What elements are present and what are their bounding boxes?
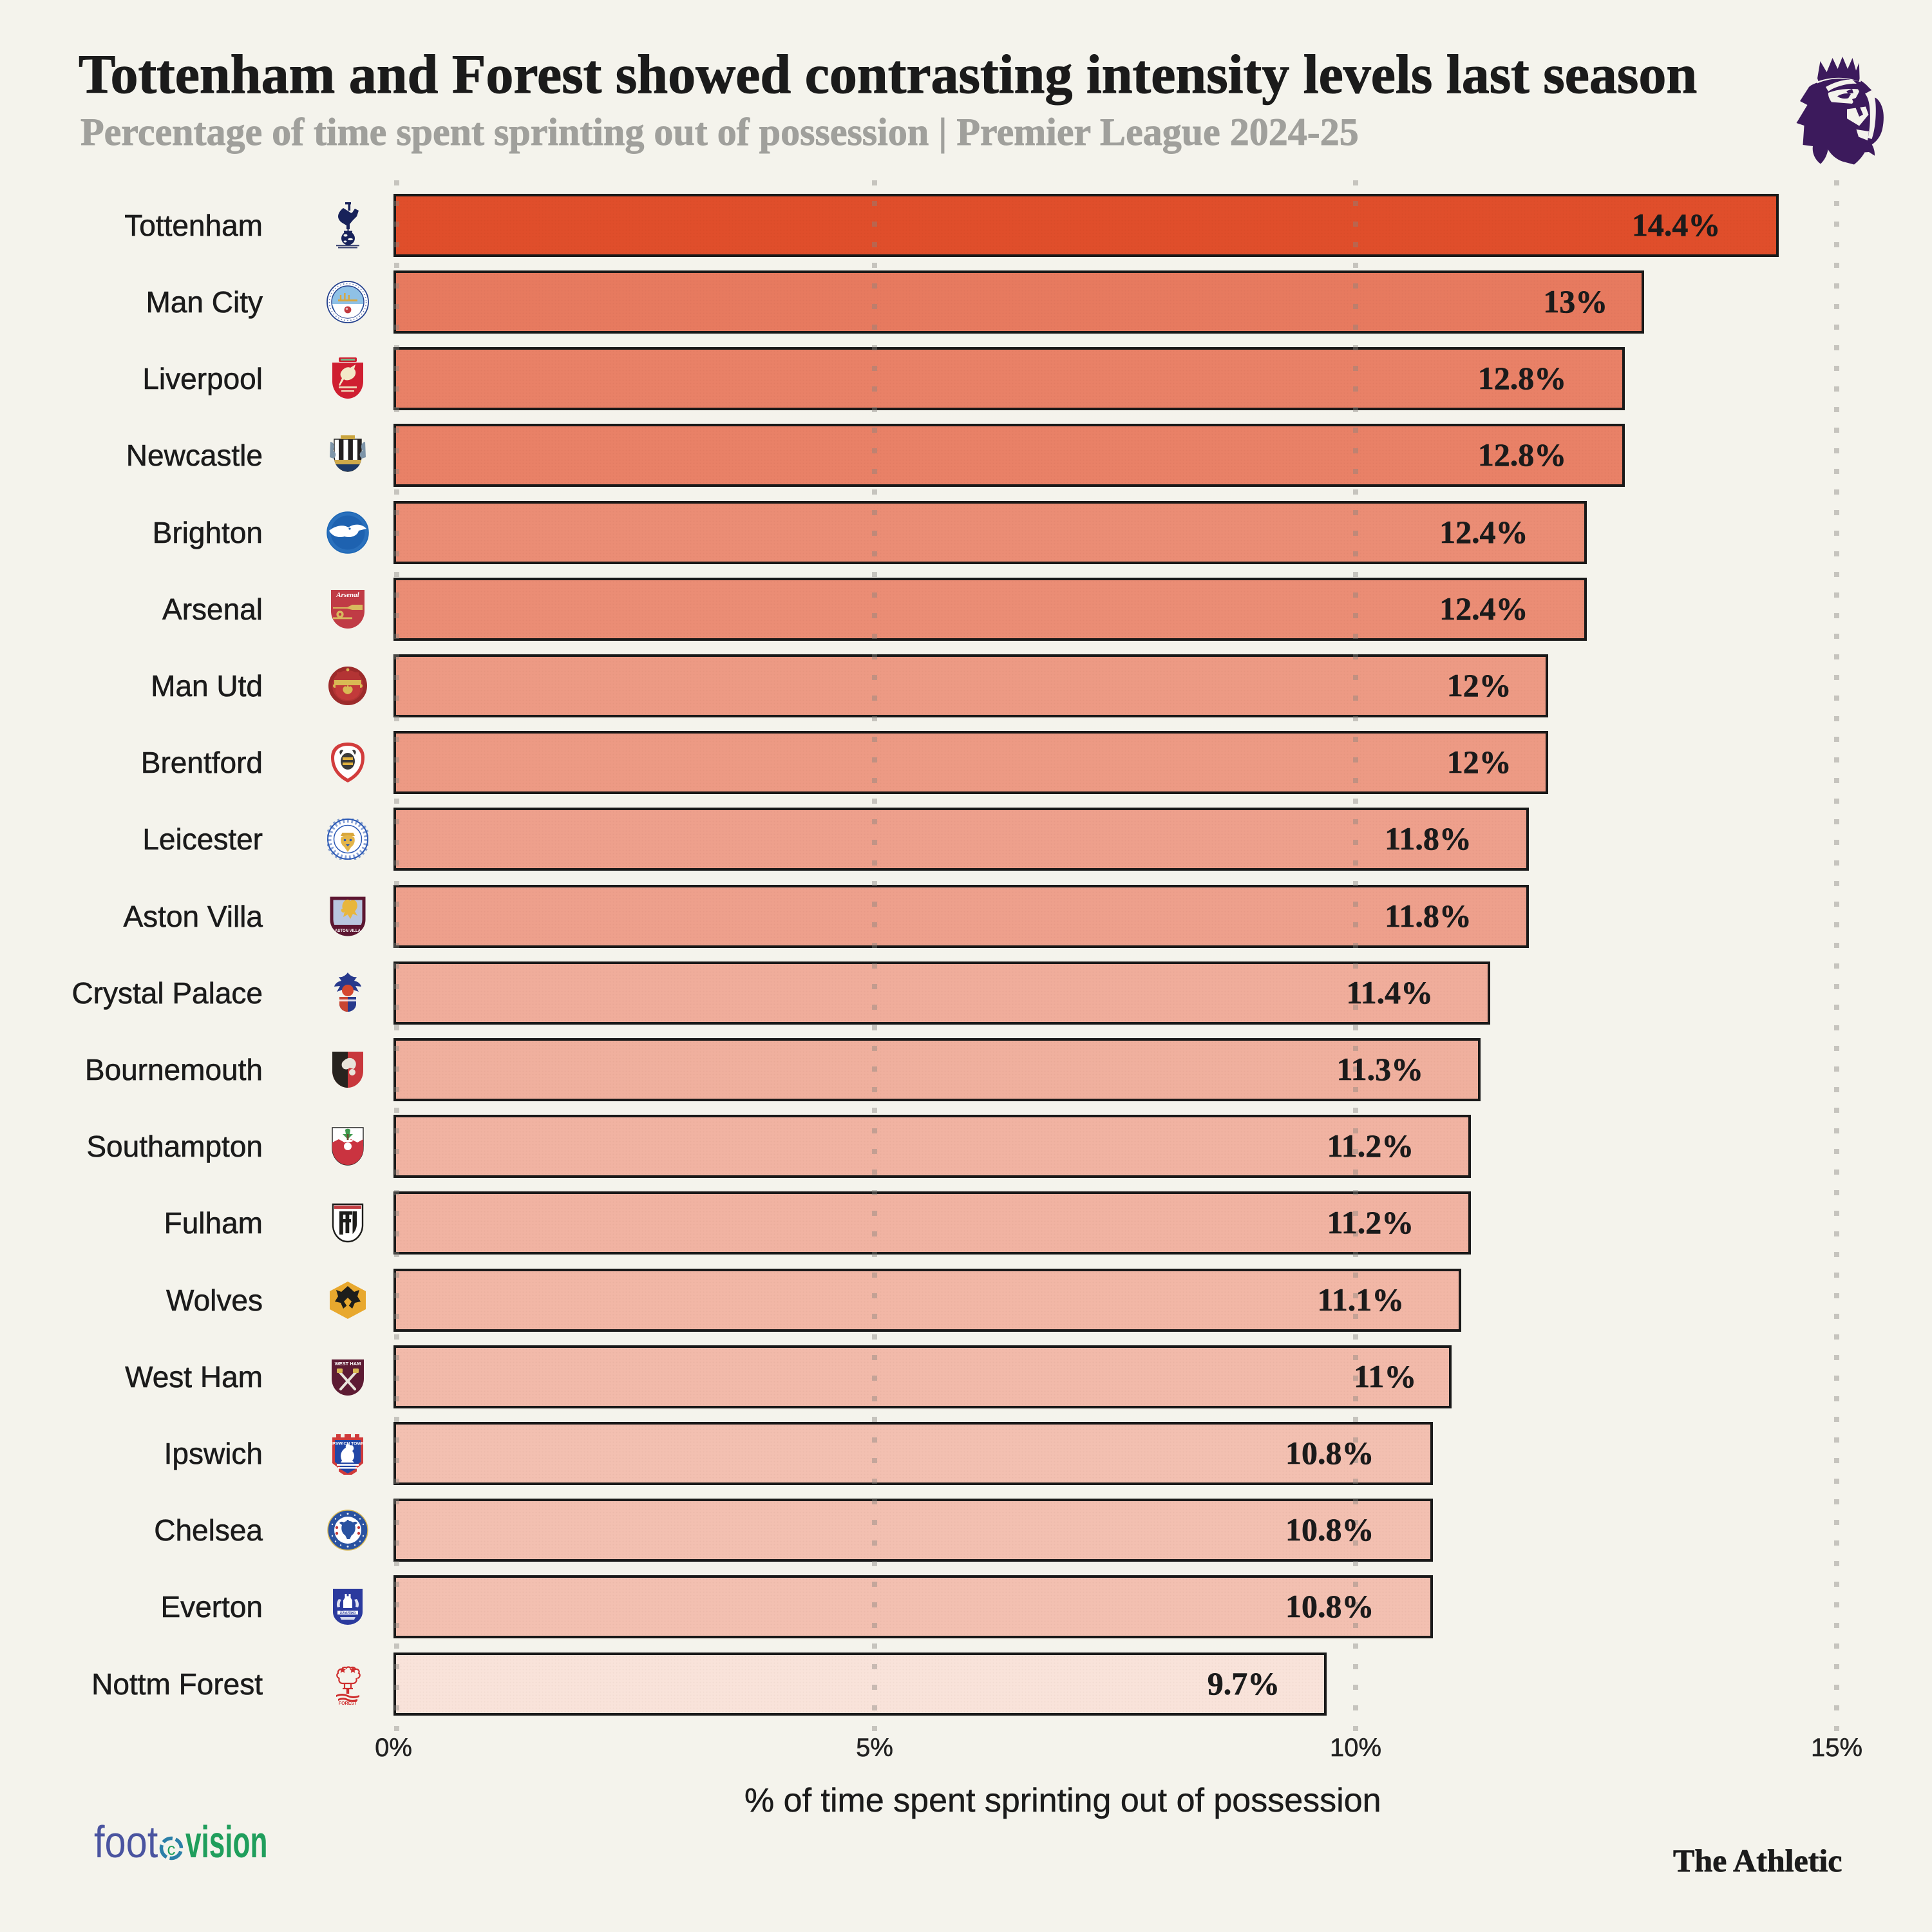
svg-text:IPSWICH TOWN: IPSWICH TOWN [331,1442,365,1446]
svg-text:c: c [167,1839,176,1859]
svg-text:FOREST: FOREST [339,1701,357,1705]
svg-text:ASTON VILLA: ASTON VILLA [335,929,361,933]
svg-text:Everton: Everton [339,1609,356,1615]
svg-text:Arsenal: Arsenal [336,591,359,599]
svg-text:WEST HAM: WEST HAM [335,1361,361,1367]
